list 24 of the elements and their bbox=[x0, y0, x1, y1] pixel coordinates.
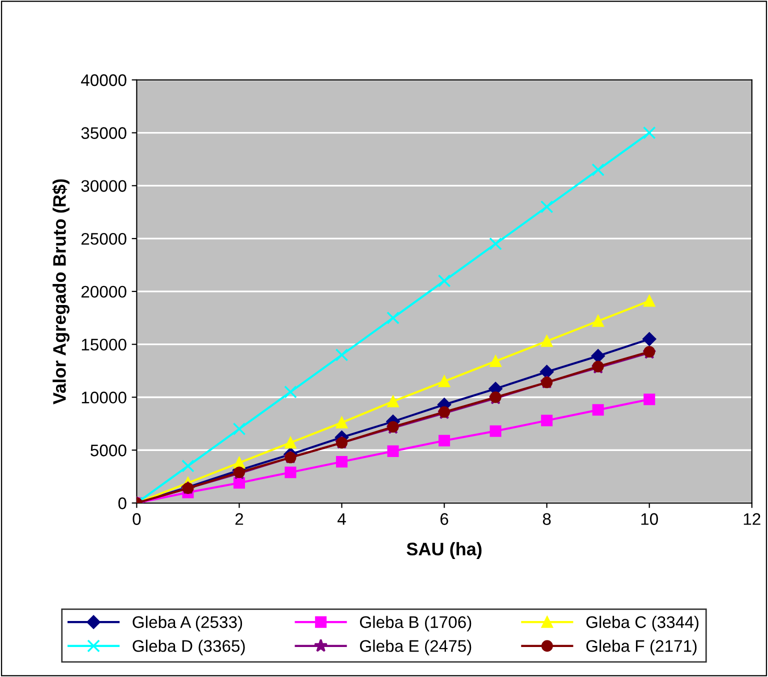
y-tick-label: 25000 bbox=[81, 232, 126, 245]
legend-label: Gleba C (3344) bbox=[586, 616, 698, 632]
x-tick-label: 0 bbox=[132, 513, 141, 525]
legend-label: Gleba A (2533) bbox=[132, 616, 242, 632]
x-tick-label: 10 bbox=[641, 513, 658, 525]
y-tick-label: 30000 bbox=[81, 180, 126, 192]
legend-label: Gleba F (2171) bbox=[586, 640, 697, 656]
x-tick-label: 8 bbox=[542, 513, 551, 525]
x-tick-label: 6 bbox=[440, 513, 448, 525]
x-tick-label: 2 bbox=[235, 513, 244, 525]
legend-label: Gleba E (2475) bbox=[360, 640, 472, 656]
y-tick-label: 0 bbox=[118, 497, 126, 510]
x-tick-label: 12 bbox=[744, 513, 760, 525]
y-tick-label: 5000 bbox=[90, 444, 126, 456]
y-tick-label: 35000 bbox=[81, 127, 126, 139]
x-axis-title: SAU (ha) bbox=[406, 542, 482, 559]
y-tick-label: 20000 bbox=[81, 286, 126, 298]
y-tick-label: 10000 bbox=[82, 392, 126, 404]
legend-label: Gleba B (1706) bbox=[360, 616, 472, 632]
y-axis-title: Valor Agregado Bruto (R$) bbox=[52, 179, 70, 404]
x-tick-label: 4 bbox=[338, 513, 346, 525]
y-tick-label: 15000 bbox=[82, 338, 126, 351]
y-tick-label: 40000 bbox=[81, 74, 126, 86]
legend-label: Gleba D (3365) bbox=[132, 640, 245, 656]
